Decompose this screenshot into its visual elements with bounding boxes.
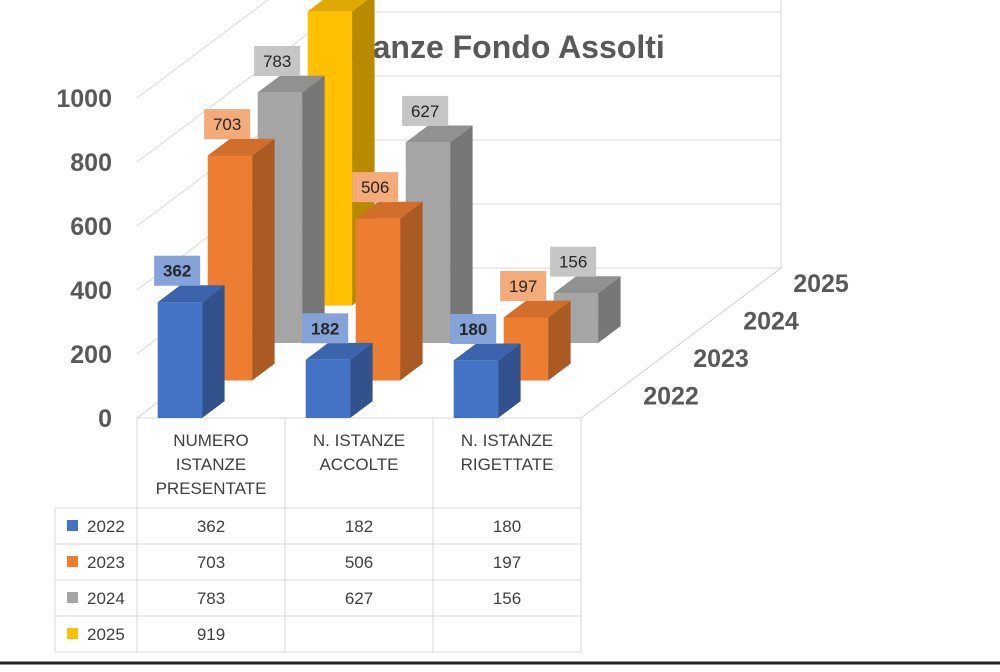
table-cell: 180 [493,517,521,536]
depth-axis-label: 2024 [743,307,799,335]
table-cell: 506 [345,553,373,572]
table-header: NUMERO ISTANZE PRESENTATE [156,431,267,498]
data-label: 627 [411,102,439,121]
table-cell: 627 [345,589,373,608]
bar-top-face [453,343,521,361]
table-header: N. ISTANZE ACCOLTE [313,431,405,474]
bar-top-face [405,125,473,143]
floor-edge [580,267,782,419]
y-tick-label: 200 [70,341,112,369]
legend-label: 2022 [87,517,125,536]
legend-key [67,628,78,639]
bar-top-face [355,201,423,219]
bar-side-face [450,125,473,343]
legend-label: 2024 [87,589,125,608]
depth-axis-label: 2022 [643,382,699,410]
bar-top-face [503,300,571,318]
bar-side-face [302,75,325,343]
bar-side-face [548,300,571,381]
data-label-box [450,313,497,344]
table-cell: 919 [197,625,225,644]
table-cell: 362 [197,517,225,536]
data-label: 703 [213,115,241,134]
bar: 180 [450,313,521,418]
table-header: N. ISTANZE RIGETTATE [461,431,554,474]
bars: 919783627156703506197362182180 [154,0,621,418]
bar-side-face [252,138,275,381]
y-axis-ticks: 0 200 400 600 800 1000 [56,85,112,433]
data-label-box [352,172,399,203]
data-label: 182 [311,319,339,338]
data-label: 197 [509,277,537,296]
depth-axis: 2022 2023 2024 2025 [643,270,849,411]
data-label-box [550,246,597,277]
bar-front-face [305,359,351,418]
table-cell: 156 [493,589,521,608]
bar: 156 [550,246,621,343]
bar-front-face [453,360,499,418]
y-tick-label: 0 [98,405,112,433]
y-tick-label: 1000 [56,85,112,113]
data-label: 506 [361,178,389,197]
bar-side-face [498,343,521,418]
table-cell: 182 [345,517,373,536]
legend-key [67,592,78,603]
y-tick-label: 600 [70,213,112,241]
legend-key [67,556,78,567]
bar: 506 [352,172,423,381]
bar-top-face [157,285,225,303]
data-label: 180 [459,320,487,339]
data-label: 156 [559,253,587,272]
bar-top-face [307,0,368,12]
bar-front-face [355,218,401,381]
data-label-box [204,109,251,140]
bar: 362 [154,255,225,418]
data-label-box [302,313,349,344]
legend-label: 2023 [87,553,125,572]
bar-side-face [350,342,373,418]
depth-axis-label: 2023 [693,345,749,373]
legend-label: 2025 [87,625,125,644]
bar-top-face [553,276,621,294]
data-table: NUMERO ISTANZE PRESENTATE N. ISTANZE ACCOLTE… [54,418,582,653]
y-tick-label: 400 [70,277,112,305]
data-label: 783 [263,52,291,71]
depth-axis-label: 2025 [793,270,849,298]
data-label: 362 [163,262,191,281]
table-cell: 783 [197,589,225,608]
table-cell: 703 [197,553,225,572]
bar-top-face [305,342,373,360]
bar-top-face [207,138,275,156]
bar-front-face [157,302,203,418]
bar-side-face [400,201,423,381]
data-label-box [402,95,449,126]
data-label-box [500,271,547,302]
chart-title: Istanze Fondo Assolti [335,29,665,65]
legend-key [67,520,78,531]
bar: 182 [302,313,373,418]
table-cell: 197 [493,553,521,572]
data-label-box [154,255,201,286]
y-tick-label: 800 [70,149,112,177]
bar-top-face [257,75,325,93]
data-label-box [254,46,301,77]
bar-side-face [202,285,225,418]
gridline [136,0,269,99]
bar-side-face [598,276,621,343]
